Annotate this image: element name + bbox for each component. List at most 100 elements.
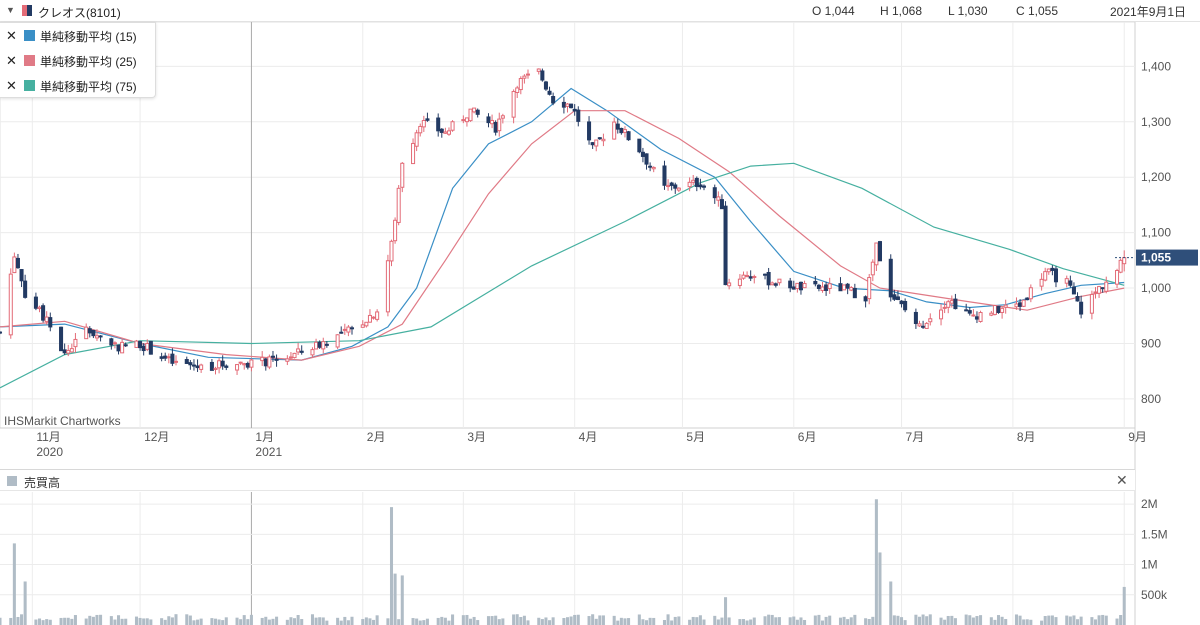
ma-line-1 <box>0 87 1125 361</box>
volume-bar <box>849 617 853 625</box>
candle-body <box>547 90 552 95</box>
volume-bar <box>321 617 325 625</box>
volume-bar <box>720 617 724 625</box>
candle-body <box>84 326 89 340</box>
volume-bar <box>9 617 13 625</box>
collapse-caret-icon[interactable]: ▼ <box>6 5 15 15</box>
volume-tick-label: 1M <box>1141 558 1158 572</box>
candle-body <box>188 362 193 366</box>
volume-bar <box>1000 616 1004 625</box>
watermark-label: IHSMarkit Chartworks <box>4 414 121 428</box>
last-price-tag <box>1136 249 1198 266</box>
ma75-label: 単純移動平均 (75) <box>40 80 137 94</box>
candle-body <box>249 359 254 368</box>
volume-bar <box>1104 615 1108 625</box>
time-tick-label: 8月 <box>1017 430 1036 444</box>
volume-bar <box>375 615 379 625</box>
low-value: L 1,030 <box>948 4 988 18</box>
candle-body <box>913 311 918 325</box>
volume-bar <box>867 619 871 625</box>
volume-bar <box>824 616 828 625</box>
volume-bar <box>314 617 318 625</box>
candle-body <box>73 338 78 348</box>
candle-body <box>921 325 926 328</box>
candle-body <box>145 343 150 350</box>
volume-bar <box>900 617 904 625</box>
volume-bar <box>501 618 505 625</box>
candle-body <box>310 349 315 356</box>
volume-bar <box>70 618 74 625</box>
volume-bar <box>436 617 440 625</box>
volume-bar <box>917 616 922 625</box>
volume-bar <box>469 618 473 625</box>
candle-body <box>493 122 498 133</box>
volume-bar <box>12 543 16 625</box>
candle-body <box>698 184 703 188</box>
volume-bar <box>16 616 20 625</box>
candle-body <box>98 335 103 338</box>
volume-bar <box>310 614 315 625</box>
candle-body <box>1039 278 1044 287</box>
volume-bar <box>540 619 544 625</box>
volume-bar <box>422 620 426 625</box>
remove-ma15-icon[interactable]: ✕ <box>6 28 17 43</box>
candle-body <box>109 338 114 346</box>
candle-body <box>992 305 997 315</box>
candle-body <box>939 309 944 320</box>
volume-bar <box>325 620 329 625</box>
candle-body <box>813 280 818 285</box>
candle-body <box>367 314 372 323</box>
candle-body <box>874 242 879 266</box>
volume-bar <box>1101 614 1105 625</box>
remove-ma25-icon[interactable]: ✕ <box>6 53 17 68</box>
volume-bar <box>117 615 121 625</box>
candle-body <box>220 360 225 367</box>
legend-item-ma75[interactable]: ✕ 単純移動平均 (75) <box>0 73 155 98</box>
candle-body <box>892 294 897 300</box>
candle-body <box>292 352 297 359</box>
volume-tick-label: 500k <box>1141 588 1168 602</box>
volume-bar <box>494 615 498 625</box>
volume-bar <box>1047 615 1051 625</box>
volume-bar <box>149 619 153 625</box>
close-icon[interactable]: ✕ <box>1116 472 1128 488</box>
candle-body <box>235 364 240 371</box>
candle-body <box>561 101 566 108</box>
volume-bar <box>318 617 322 625</box>
legend-item-ma15[interactable]: ✕ 単純移動平均 (15) <box>0 23 155 48</box>
legend-item-ma25[interactable]: ✕ 単純移動平均 (25) <box>0 48 155 73</box>
volume-bar <box>41 620 45 625</box>
candle-body <box>701 185 707 188</box>
candle-body <box>1003 304 1008 308</box>
candle-body <box>1025 297 1030 301</box>
candle-body <box>676 187 681 191</box>
volume-bar <box>267 619 271 625</box>
volume-bar <box>142 618 146 625</box>
candle-body <box>263 358 268 367</box>
candle-body <box>1118 259 1123 273</box>
price-tick-label: 1,100 <box>1141 226 1171 240</box>
remove-ma75-icon[interactable]: ✕ <box>6 78 17 93</box>
volume-bar <box>34 619 38 625</box>
candle-body <box>120 341 125 354</box>
open-value: O 1,044 <box>812 4 855 18</box>
candle-body <box>1068 280 1073 286</box>
volume-bar <box>1014 614 1018 625</box>
candle-body <box>464 117 469 123</box>
symbol-label[interactable]: クレオス(8101) <box>38 6 121 20</box>
volume-bar <box>1076 619 1080 625</box>
candle-body <box>339 331 344 334</box>
candle-body <box>1050 267 1055 271</box>
candle-body <box>166 356 171 359</box>
candle-body <box>443 131 448 134</box>
candle-body <box>622 129 627 133</box>
volume-bar <box>264 616 268 625</box>
volume-bar <box>1029 619 1033 625</box>
volume-bar <box>838 617 842 625</box>
volume-bar <box>799 617 803 625</box>
volume-bar <box>587 616 591 625</box>
volume-bar <box>346 620 350 625</box>
close-value: C 1,055 <box>1016 4 1059 18</box>
ma15-label: 単純移動平均 (15) <box>40 30 137 44</box>
